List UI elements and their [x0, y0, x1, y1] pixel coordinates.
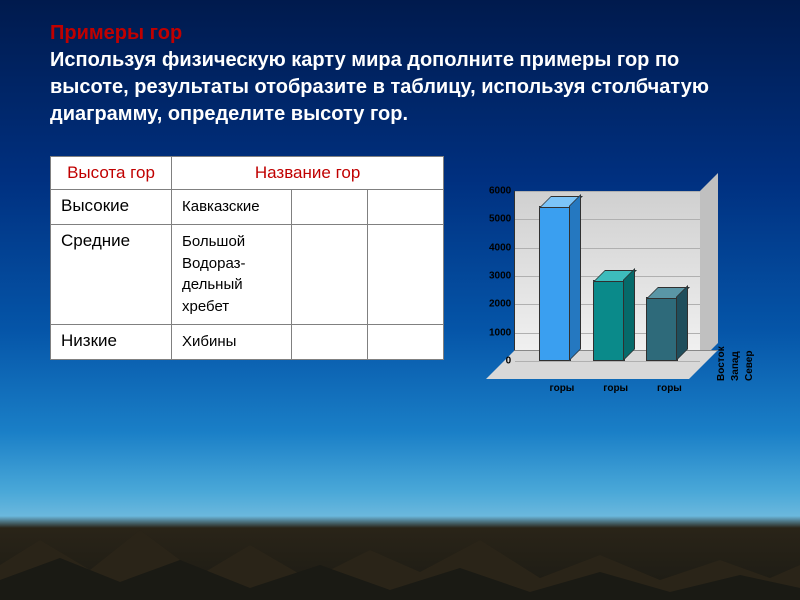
slide: Примеры гор Используя физическую карту м… — [0, 0, 800, 600]
mountains-table: Высота гор Название гор Высокие Кавказск… — [50, 156, 444, 360]
title-highlight: Примеры гор — [50, 22, 182, 44]
chart-xlabel: горы — [550, 383, 575, 394]
row-empty-cell — [368, 224, 444, 324]
table-header-height: Высота гор — [51, 157, 172, 190]
bar-chart-3d: 0100020003000400050006000горыгорыгоры Во… — [464, 181, 750, 416]
row-name-cell: Большой Водораз-дельный хребет — [172, 224, 292, 324]
mountain-svg — [0, 510, 800, 600]
chart-ylabel: 2000 — [473, 299, 515, 310]
chart-xlabel: горы — [657, 383, 682, 394]
title-block: Примеры гор Используя физическую карту м… — [50, 20, 750, 128]
chart-gridline — [515, 361, 700, 362]
row-name-cell: Кавказские — [172, 190, 292, 225]
table-header-row: Высота гор Название гор — [51, 157, 444, 190]
row-height-label: Низкие — [51, 324, 172, 359]
table-row: Средние Большой Водораз-дельный хребет — [51, 224, 444, 324]
chart-legend-item: Запад — [730, 351, 741, 381]
chart-legend-item: Восток — [716, 346, 727, 381]
row-name-cell: Хибины — [172, 324, 292, 359]
chart-ylabel: 5000 — [473, 214, 515, 225]
row-empty-cell — [292, 324, 368, 359]
row-empty-cell — [292, 190, 368, 225]
chart-xlabel: горы — [603, 383, 628, 394]
row-height-label: Средние — [51, 224, 172, 324]
table-header-names: Название гор — [172, 157, 444, 190]
row-empty-cell — [292, 224, 368, 324]
row-empty-cell — [368, 324, 444, 359]
table-row: Низкие Хибины — [51, 324, 444, 359]
chart-gridline — [515, 191, 700, 192]
row-empty-cell — [368, 190, 444, 225]
row-height-label: Высокие — [51, 190, 172, 225]
chart-ylabel: 3000 — [473, 271, 515, 282]
mountain-silhouette — [0, 510, 800, 600]
chart-ylabel: 4000 — [473, 242, 515, 253]
chart-side-wall — [700, 173, 718, 361]
content-row: Высота гор Название гор Высокие Кавказск… — [50, 156, 750, 416]
chart-ylabel: 1000 — [473, 327, 515, 338]
chart-plot-area: 0100020003000400050006000горыгорыгоры — [514, 191, 700, 362]
chart-ylabel: 0 — [473, 356, 515, 367]
chart-legend-item: Север — [744, 351, 755, 381]
table-row: Высокие Кавказские — [51, 190, 444, 225]
chart-ylabel: 6000 — [473, 186, 515, 197]
title-rest: Используя физическую карту мира дополнит… — [50, 49, 709, 125]
